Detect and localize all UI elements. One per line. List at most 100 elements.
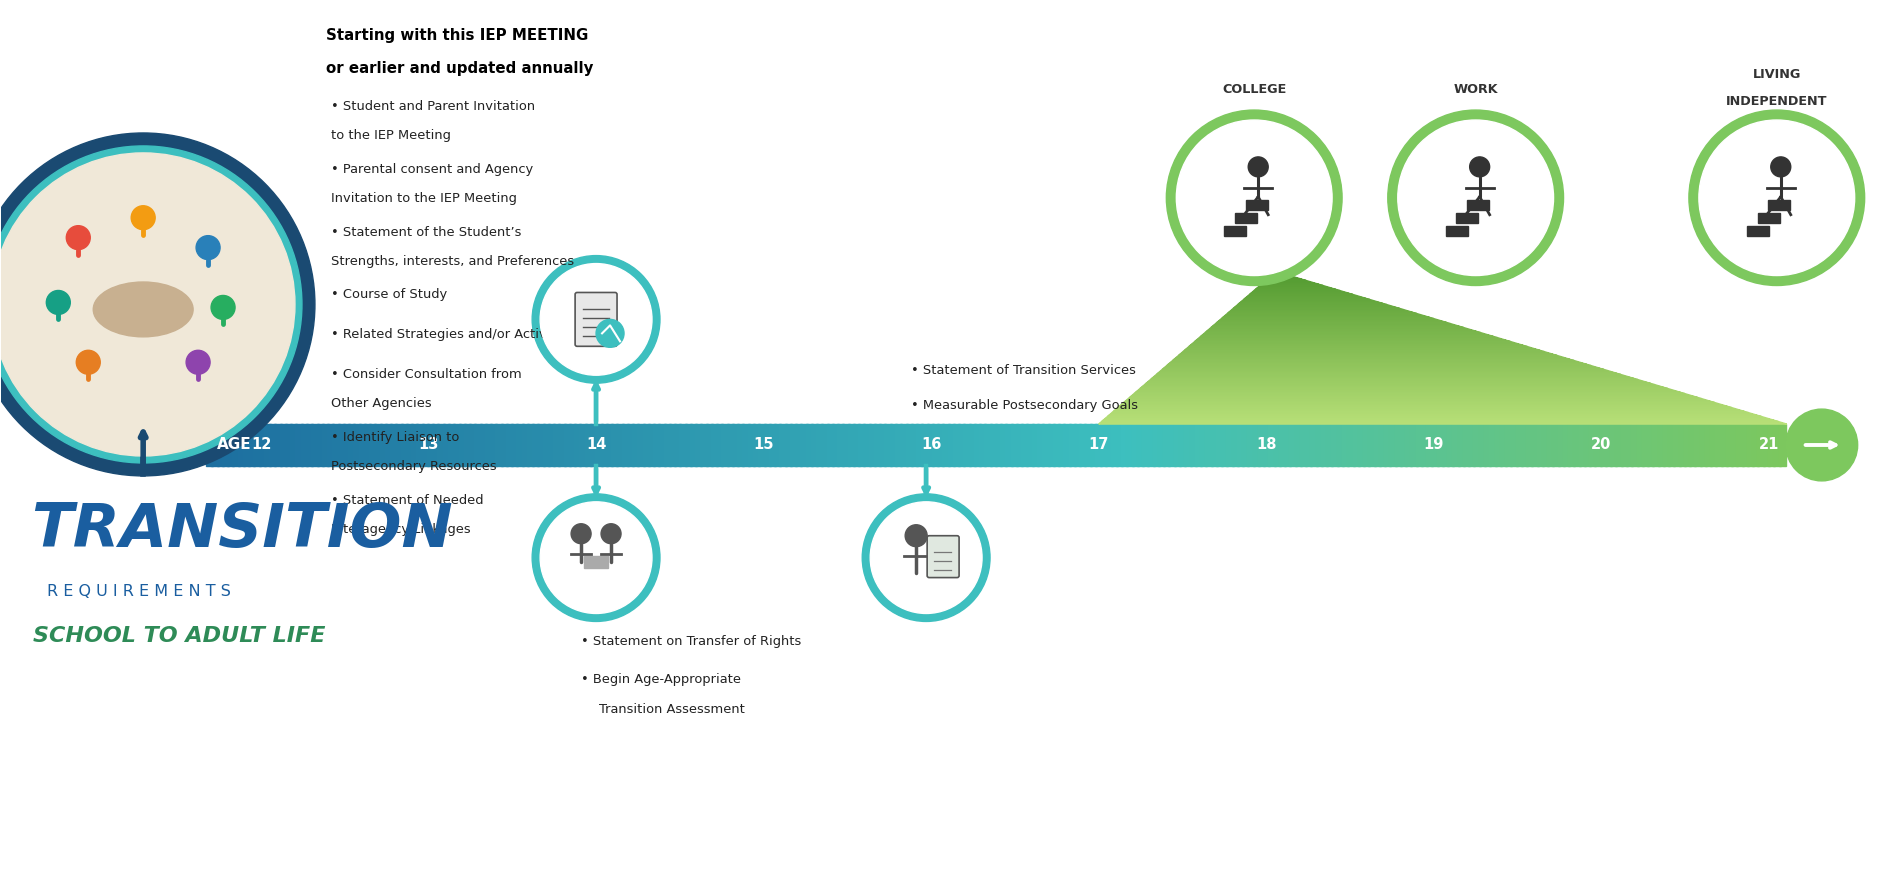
Circle shape xyxy=(1771,156,1790,177)
Polygon shape xyxy=(1164,367,1599,368)
Bar xyxy=(227,424,235,466)
Bar xyxy=(1338,424,1343,466)
Bar xyxy=(853,424,861,466)
Bar xyxy=(1285,424,1292,466)
Bar xyxy=(1042,424,1050,466)
Text: Interagency Linkages: Interagency Linkages xyxy=(331,523,471,536)
Bar xyxy=(479,424,486,466)
Bar xyxy=(1563,424,1570,466)
Polygon shape xyxy=(1114,409,1741,410)
Bar xyxy=(1637,424,1644,466)
Bar xyxy=(1294,424,1302,466)
Bar xyxy=(1758,212,1780,223)
Circle shape xyxy=(1177,120,1332,276)
Text: Postsecondary Resources: Postsecondary Resources xyxy=(331,460,496,473)
Bar xyxy=(1457,424,1464,466)
Bar xyxy=(549,424,554,466)
Bar xyxy=(815,424,823,466)
Bar xyxy=(706,424,713,466)
FancyBboxPatch shape xyxy=(927,536,959,578)
Bar xyxy=(1126,424,1133,466)
Bar xyxy=(1111,424,1118,466)
Bar xyxy=(454,424,460,466)
Bar xyxy=(1099,424,1107,466)
Bar xyxy=(1321,424,1328,466)
Bar xyxy=(1542,424,1550,466)
Circle shape xyxy=(532,256,660,383)
Bar xyxy=(522,424,530,466)
Bar xyxy=(289,424,297,466)
Polygon shape xyxy=(1203,332,1485,334)
Bar xyxy=(1746,424,1754,466)
Text: • Course of Study: • Course of Study xyxy=(331,289,447,301)
Bar xyxy=(1385,424,1391,466)
Bar xyxy=(626,424,634,466)
Polygon shape xyxy=(1099,421,1782,423)
Bar xyxy=(1457,212,1478,223)
Bar xyxy=(1463,424,1470,466)
Text: 19: 19 xyxy=(1423,437,1444,453)
Polygon shape xyxy=(1249,294,1357,296)
Bar xyxy=(1001,424,1007,466)
Bar xyxy=(647,424,655,466)
Bar xyxy=(464,424,471,466)
Bar xyxy=(1720,424,1727,466)
Bar xyxy=(384,424,392,466)
Polygon shape xyxy=(1116,407,1735,409)
Bar xyxy=(700,424,708,466)
Text: • Consider Consultation from: • Consider Consultation from xyxy=(331,368,522,381)
Bar xyxy=(980,424,986,466)
Bar xyxy=(1489,424,1497,466)
Bar xyxy=(1247,424,1254,466)
Polygon shape xyxy=(1253,291,1343,292)
Polygon shape xyxy=(1264,280,1311,282)
Bar xyxy=(369,424,377,466)
Polygon shape xyxy=(1124,401,1714,403)
Bar xyxy=(490,424,498,466)
Polygon shape xyxy=(1209,329,1472,330)
Bar xyxy=(1016,424,1024,466)
Text: 14: 14 xyxy=(587,437,605,453)
Polygon shape xyxy=(1143,385,1659,386)
Polygon shape xyxy=(1147,382,1650,383)
Bar xyxy=(1767,424,1775,466)
Bar xyxy=(1468,424,1476,466)
Text: 21: 21 xyxy=(1758,437,1778,453)
Polygon shape xyxy=(1228,311,1411,312)
Polygon shape xyxy=(1111,412,1752,414)
Circle shape xyxy=(1690,110,1866,285)
Bar xyxy=(1069,424,1077,466)
Polygon shape xyxy=(1147,380,1646,382)
Polygon shape xyxy=(1114,410,1744,412)
Bar xyxy=(206,424,214,466)
Circle shape xyxy=(0,146,303,463)
Bar xyxy=(774,424,781,466)
Circle shape xyxy=(532,494,660,621)
Polygon shape xyxy=(1256,288,1336,289)
Text: 20: 20 xyxy=(1591,437,1612,453)
Bar xyxy=(1601,424,1606,466)
Circle shape xyxy=(1786,409,1858,481)
Bar xyxy=(937,424,944,466)
Bar xyxy=(411,424,418,466)
Polygon shape xyxy=(1169,362,1582,363)
Text: INDEPENDENT: INDEPENDENT xyxy=(1726,95,1828,108)
Bar xyxy=(874,424,882,466)
Bar xyxy=(564,424,571,466)
Bar xyxy=(842,424,850,466)
Bar xyxy=(742,424,749,466)
Bar xyxy=(1743,424,1748,466)
Bar xyxy=(694,424,702,466)
Bar xyxy=(664,424,672,466)
Bar xyxy=(1726,424,1733,466)
Text: or earlier and updated annually: or earlier and updated annually xyxy=(325,61,594,76)
Text: SCHOOL TO ADULT LIFE: SCHOOL TO ADULT LIFE xyxy=(34,627,325,646)
Polygon shape xyxy=(1207,330,1476,332)
Polygon shape xyxy=(1270,276,1298,278)
Polygon shape xyxy=(1152,377,1633,379)
Bar xyxy=(1468,200,1489,210)
Bar xyxy=(363,424,371,466)
Bar xyxy=(1173,424,1181,466)
Ellipse shape xyxy=(93,282,193,337)
Circle shape xyxy=(1398,120,1553,276)
